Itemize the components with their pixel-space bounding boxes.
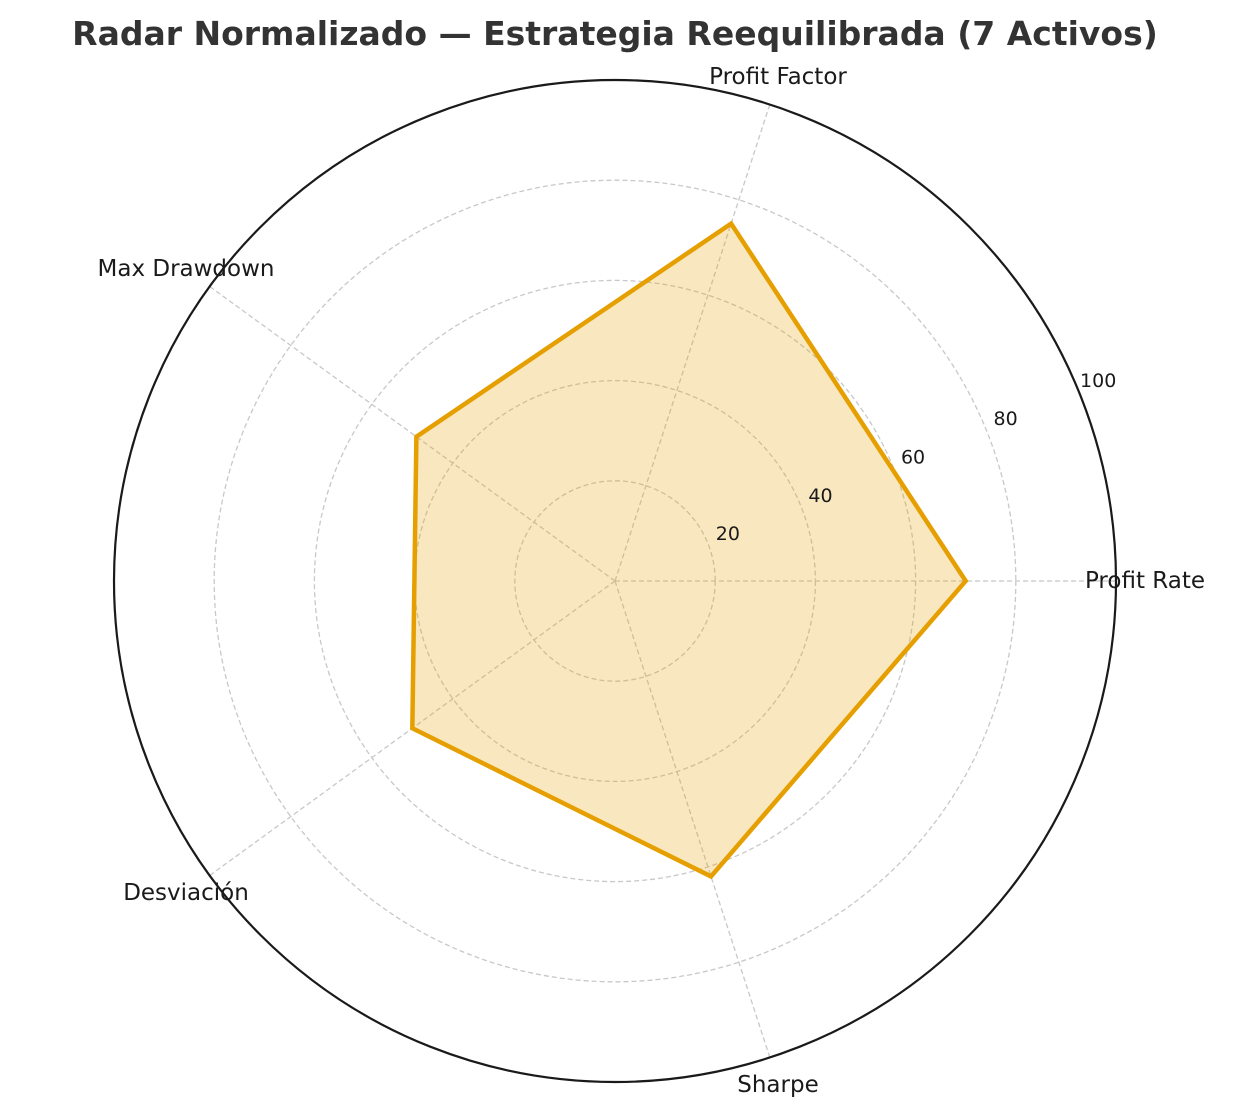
series-layer bbox=[410, 220, 969, 880]
axis-label: Max Drawdown bbox=[98, 256, 275, 282]
radial-tick-label: 20 bbox=[716, 523, 740, 545]
grid-spoke bbox=[614, 104, 771, 582]
axis-label: Profit Factor bbox=[709, 64, 847, 90]
radial-tick-label: 60 bbox=[901, 447, 925, 469]
radial-tick-label: 100 bbox=[1080, 370, 1116, 392]
axis-label: Desviación bbox=[123, 880, 249, 906]
radial-tick-label: 80 bbox=[994, 408, 1018, 430]
grid-spoke bbox=[209, 285, 616, 582]
axis-label: Sharpe bbox=[737, 1072, 818, 1098]
series-line bbox=[410, 220, 969, 880]
radial-tick-label: 40 bbox=[808, 485, 832, 507]
axis-label: Profit Rate bbox=[1085, 568, 1205, 594]
series-fill bbox=[412, 223, 966, 877]
grid-spoke bbox=[614, 580, 771, 1058]
outer-circle bbox=[112, 78, 1118, 1084]
axis-labels: Profit Rate Profit Factor Max Drawdown Desv… bbox=[98, 64, 1206, 1098]
radial-tick-labels: 20 40 60 80 100 bbox=[716, 370, 1117, 545]
chart-title: Radar Normalizado — Estrategia Reequilib… bbox=[72, 14, 1158, 53]
